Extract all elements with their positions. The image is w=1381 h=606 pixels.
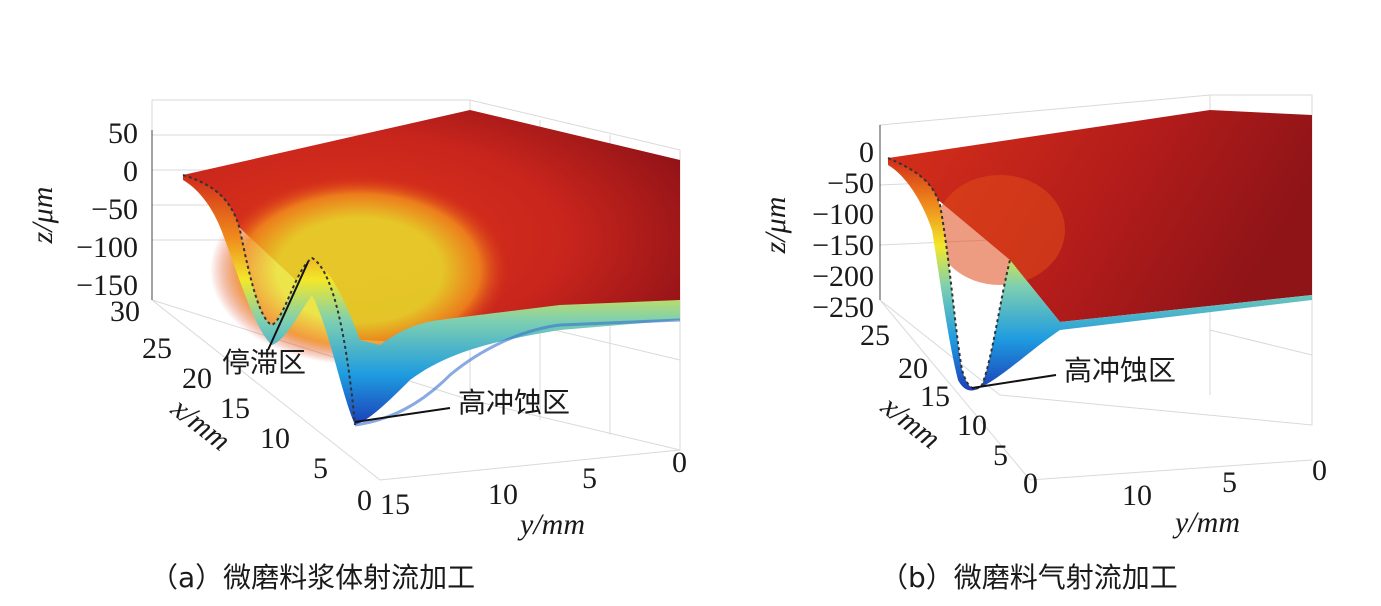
annotations-b: 高冲蚀区 [971,354,1176,389]
x-tick: 25 [860,319,890,352]
y-tick: 10 [488,478,518,511]
x-tick: 20 [182,362,212,395]
z-tick: 50 [108,117,138,150]
y-axis-label: y/mm [517,508,585,541]
z-tick: −200 [812,260,874,293]
z-axis-label: z/μm [759,197,792,255]
stagnation-leader-line [267,261,309,351]
erosion-leader-line [354,407,451,423]
surface-top-b [888,110,1312,322]
x-tick: 10 [957,409,987,442]
high-erosion-zone-label: 高冲蚀区 [1064,354,1176,387]
center-profile-b [887,157,1011,390]
x-tick: 0 [1023,467,1038,500]
y-tick: 0 [672,446,687,479]
y-axis-a: 15 10 5 0 y/mm [380,446,687,541]
z-tick: −100 [812,198,874,231]
x-tick: 25 [142,332,172,365]
erosion-leader-line [971,374,1057,389]
z-tick: 0 [123,155,138,188]
y-tick: 0 [1312,454,1327,487]
surface-plot-b: 0 −50 −100 −150 −200 −250 z/μm 25 20 15 … [759,94,1327,539]
x-tick: 5 [993,439,1008,472]
surface-a [182,110,681,427]
y-tick: 5 [582,462,597,495]
x-tick: 30 [110,295,140,328]
chart-panel-b: 0 −50 −100 −150 −200 −250 z/μm 25 20 15 … [700,0,1381,606]
z-tick: −150 [812,229,874,262]
y-tick: 5 [1222,466,1237,499]
y-tick: 15 [380,488,410,521]
x-tick: 10 [260,422,290,455]
y-axis-b: 10 5 0 y/mm [1122,454,1327,539]
x-tick: 5 [313,452,328,485]
surface-plot-a: 50 0 −50 −100 −150 z/μm 30 25 20 15 10 5… [26,99,687,541]
x-tick: 0 [357,484,372,517]
x-tick: 15 [220,392,250,425]
z-axis-label: z/μm [26,187,59,245]
caption-b: （b）微磨料气射流加工 [880,561,1178,594]
z-tick: −150 [76,269,138,302]
chart-panel-a: 50 0 −50 −100 −150 z/μm 30 25 20 15 10 5… [26,99,687,594]
z-tick: −50 [827,167,874,200]
center-profile-a [182,174,356,426]
surface-b [887,110,1312,391]
z-tick: −250 [812,291,874,324]
z-axis-b: 0 −50 −100 −150 −200 −250 z/μm [759,125,881,324]
z-axis-a: 50 0 −50 −100 −150 z/μm [26,117,153,302]
y-tick: 10 [1122,479,1152,512]
high-erosion-zone-label: 高冲蚀区 [458,386,570,419]
stagnation-zone-label: 停滞区 [222,346,306,379]
z-tick: −100 [76,231,138,264]
annotations-a: 停滞区 高冲蚀区 [222,261,570,423]
y-axis-label: y/mm [1172,506,1240,539]
x-tick: 15 [920,380,950,413]
z-tick: 0 [859,136,874,169]
x-tick: 20 [898,352,928,385]
z-tick: −50 [91,193,138,226]
caption-a: （a）微磨料浆体射流加工 [150,561,476,594]
